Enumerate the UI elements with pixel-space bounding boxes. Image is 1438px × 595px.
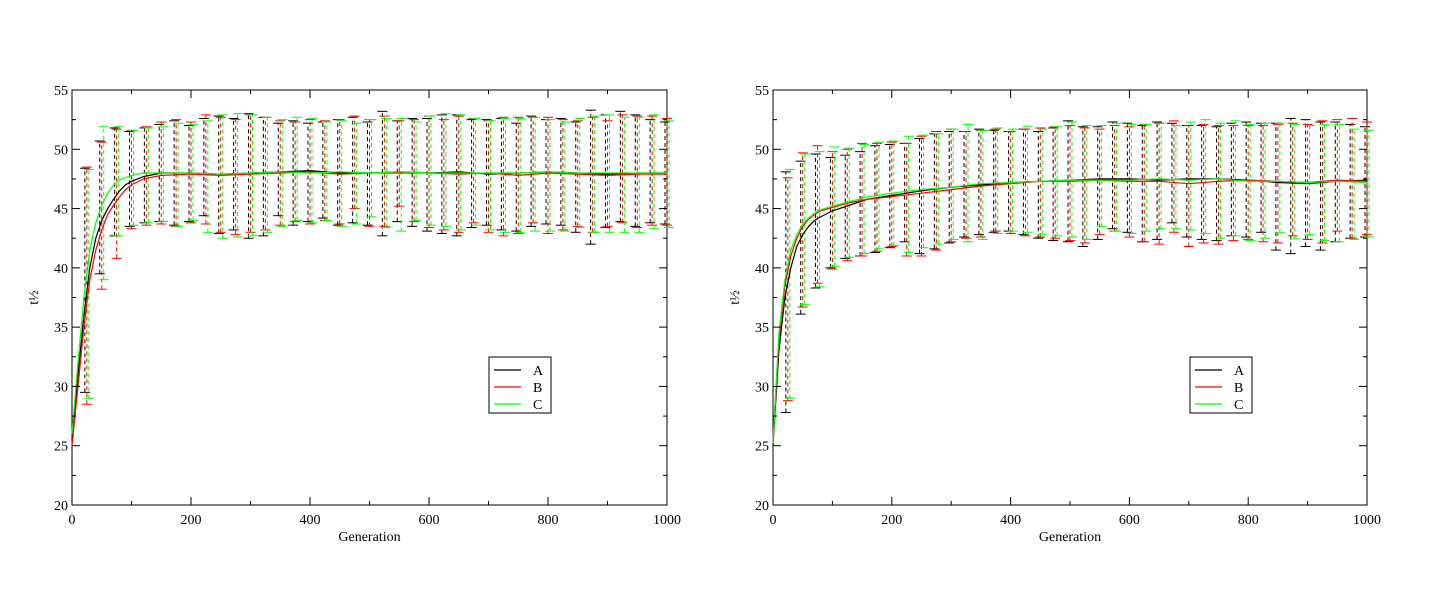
y-tick-label: 25 xyxy=(755,440,769,455)
x-tick-label: 200 xyxy=(181,513,202,528)
y-tick-label: 30 xyxy=(755,380,769,395)
series-line-C xyxy=(71,171,667,434)
y-tick-label: 20 xyxy=(755,499,769,514)
x-tick-label: 0 xyxy=(770,513,777,528)
series-line-B xyxy=(71,171,667,446)
series-line-B xyxy=(772,179,1368,440)
y-tick-label: 50 xyxy=(755,143,769,158)
error-bars-C xyxy=(83,113,674,399)
y-tick-label: 40 xyxy=(755,262,769,277)
y-tick-label: 25 xyxy=(54,440,68,455)
y-tick-label: 45 xyxy=(54,203,68,218)
x-tick-label: 0 xyxy=(69,513,76,528)
x-tick-label: 400 xyxy=(300,513,321,528)
series-line-C xyxy=(772,178,1368,444)
legend-label-C: C xyxy=(533,398,542,413)
x-tick-label: 1000 xyxy=(653,513,681,528)
legend: ABC xyxy=(488,356,552,414)
x-axis-label: Generation xyxy=(338,530,400,545)
legend-label-C: C xyxy=(1234,398,1243,413)
y-tick-label: 40 xyxy=(54,262,68,277)
y-tick-label: 35 xyxy=(54,321,68,336)
x-tick-label: 600 xyxy=(1119,513,1140,528)
right-chart-panel: 0 200 400 600 800 1000 20 25 30 35 40 45 50 55 Generat… xyxy=(728,84,1381,545)
y-axis-label: t½ xyxy=(27,290,42,304)
y-axis-label: t½ xyxy=(728,290,743,304)
x-tick-label: 200 xyxy=(881,513,902,528)
legend-label-B: B xyxy=(1234,381,1243,396)
x-tick-label: 400 xyxy=(1000,513,1021,528)
y-tick-label: 20 xyxy=(54,499,68,514)
y-tick-label: 55 xyxy=(54,84,68,99)
legend-label-A: A xyxy=(1234,364,1245,379)
y-tick-label: 35 xyxy=(755,321,769,336)
y-tick-label: 50 xyxy=(54,143,68,158)
x-axis-label: Generation xyxy=(1039,530,1101,545)
legend: ABC xyxy=(1189,356,1253,414)
x-tick-label: 600 xyxy=(419,513,440,528)
legend-label-B: B xyxy=(533,381,542,396)
x-tick-label: 800 xyxy=(538,513,559,528)
legend-label-A: A xyxy=(533,364,544,379)
y-tick-label: 55 xyxy=(755,84,769,99)
error-bars-A xyxy=(780,117,1370,414)
error-bars-A xyxy=(79,109,670,393)
x-tick-label: 1000 xyxy=(1353,513,1381,528)
y-tick-label: 30 xyxy=(54,380,68,395)
error-bars-B xyxy=(782,117,1372,402)
x-tick-label: 800 xyxy=(1238,513,1259,528)
plot-frame xyxy=(772,89,1368,506)
y-tick-label: 45 xyxy=(755,203,769,218)
error-bars-B xyxy=(81,114,672,405)
left-chart-panel: 0 200 400 600 800 1000 20 25 30 35 40 45 50 55 Generat… xyxy=(27,84,681,545)
error-bars-C xyxy=(784,119,1374,399)
